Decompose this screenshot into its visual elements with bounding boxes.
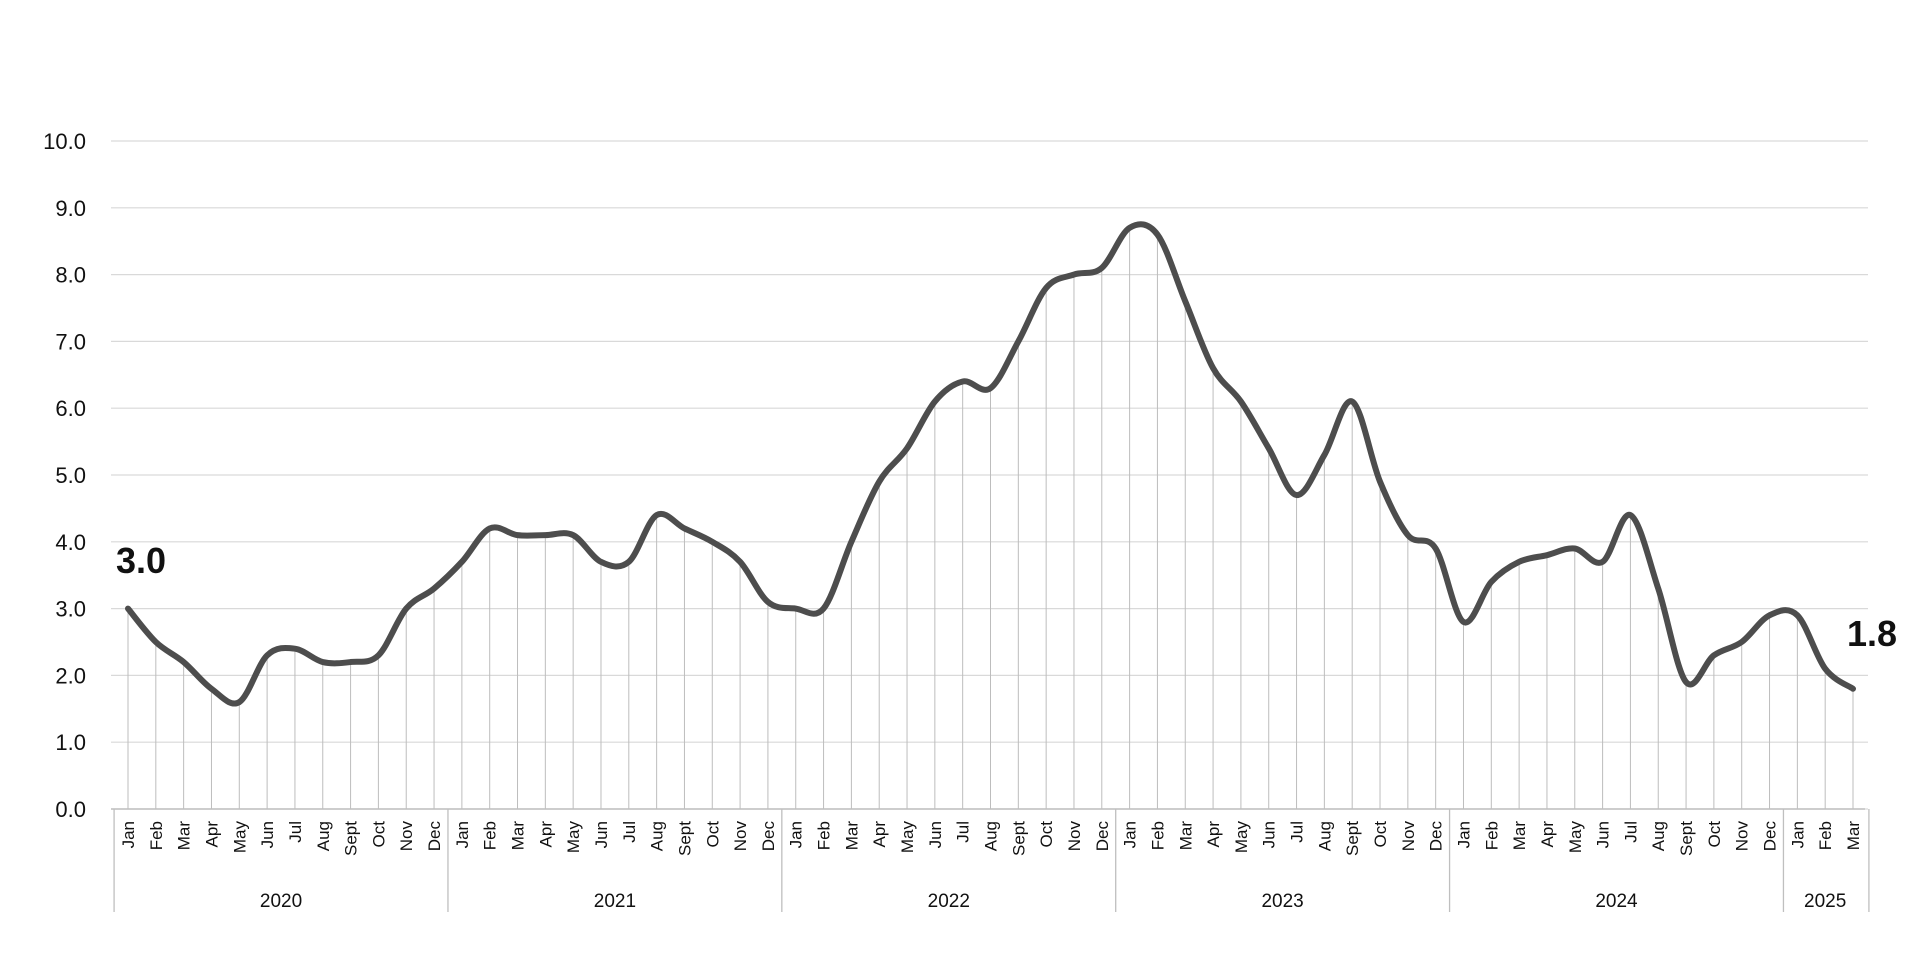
x-tick-label: Jul bbox=[1288, 821, 1307, 843]
x-tick-label: May bbox=[898, 821, 917, 854]
x-tick-label: Sept bbox=[1677, 821, 1696, 856]
x-tick-label: Jan bbox=[787, 821, 806, 848]
x-tick-label: Jul bbox=[954, 821, 973, 843]
x-tick-label: Oct bbox=[369, 821, 388, 848]
y-tick-label: 8.0 bbox=[55, 263, 86, 288]
year-label: 2021 bbox=[594, 891, 636, 912]
x-tick-label: Aug bbox=[1315, 821, 1334, 851]
x-tick-label: Jan bbox=[1121, 821, 1140, 848]
x-tick-label: Jun bbox=[592, 821, 611, 848]
year-label: 2022 bbox=[928, 891, 970, 912]
x-tick-label: Mar bbox=[509, 821, 528, 851]
x-tick-label: Nov bbox=[1733, 821, 1752, 852]
y-axis: 0.0 1.0 2.0 3.0 4.0 5.0 6.0 7.0 8.0 9.0 10.0 bbox=[43, 129, 86, 822]
x-tick-label: Mar bbox=[175, 821, 194, 851]
y-tick-label: 5.0 bbox=[55, 463, 86, 488]
x-tick-label: May bbox=[564, 821, 583, 854]
x-tick-label: Dec bbox=[759, 821, 778, 852]
y-tick-label: 3.0 bbox=[55, 597, 86, 622]
x-tick-label: Dec bbox=[425, 821, 444, 852]
x-tick-label: Aug bbox=[314, 821, 333, 851]
x-tick-label: Mar bbox=[1844, 821, 1863, 851]
end-value-label: 1.8 bbox=[1847, 613, 1897, 654]
x-tick-label: Jul bbox=[1621, 821, 1640, 843]
x-tick-label: Jun bbox=[926, 821, 945, 848]
year-label: 2020 bbox=[260, 891, 302, 912]
x-tick-label: Feb bbox=[1148, 821, 1167, 850]
series-line bbox=[125, 221, 1856, 707]
x-tick-label: Aug bbox=[982, 821, 1001, 851]
x-tick-label: Feb bbox=[481, 821, 500, 850]
y-tick-label: 7.0 bbox=[55, 329, 86, 354]
x-tick-label: Apr bbox=[1204, 821, 1223, 848]
x-tick-label: Dec bbox=[1427, 821, 1446, 852]
year-label: 2023 bbox=[1261, 891, 1303, 912]
x-tick-label: Nov bbox=[1399, 821, 1418, 852]
x-tick-label: Nov bbox=[1065, 821, 1084, 852]
y-tick-label: 4.0 bbox=[55, 530, 86, 555]
x-tick-label: Apr bbox=[202, 821, 221, 848]
x-tick-label: Jan bbox=[1454, 821, 1473, 848]
x-tick-label: Jan bbox=[119, 821, 138, 848]
x-tick-label: May bbox=[1232, 821, 1251, 854]
year-label: 2025 bbox=[1804, 891, 1846, 912]
x-tick-label: Sept bbox=[342, 821, 361, 856]
y-tick-label: 1.0 bbox=[55, 730, 86, 755]
x-tick-label: Dec bbox=[1761, 821, 1780, 852]
x-tick-label: Oct bbox=[703, 821, 722, 848]
annotations: 3.0 1.8 bbox=[116, 540, 1897, 654]
y-tick-label: 9.0 bbox=[55, 196, 86, 221]
x-tick-label: Apr bbox=[536, 821, 555, 848]
x-tick-label: May bbox=[1566, 821, 1585, 854]
drop-lines bbox=[127, 227, 1854, 809]
x-tick-label: Oct bbox=[1037, 821, 1056, 848]
x-tick-label: Oct bbox=[1371, 821, 1390, 848]
x-tick-label: Jul bbox=[620, 821, 639, 843]
y-tick-label: 6.0 bbox=[55, 396, 86, 421]
x-tick-label: Nov bbox=[731, 821, 750, 852]
y-tick-label: 0.0 bbox=[55, 797, 86, 822]
x-tick-label: Aug bbox=[1649, 821, 1668, 851]
x-tick-label: Feb bbox=[815, 821, 834, 850]
x-tick-label: Jun bbox=[1260, 821, 1279, 848]
gridlines bbox=[111, 140, 1868, 810]
x-tick-label: Apr bbox=[870, 821, 889, 848]
x-tick-label: Mar bbox=[842, 821, 861, 851]
x-tick-label: Jan bbox=[1788, 821, 1807, 848]
start-value-label: 3.0 bbox=[116, 540, 166, 581]
y-tick-label: 10.0 bbox=[43, 129, 86, 154]
x-tick-label: Nov bbox=[397, 821, 416, 852]
x-tick-label: May bbox=[230, 821, 249, 854]
year-label: 2024 bbox=[1595, 891, 1638, 912]
x-tick-label: Feb bbox=[147, 821, 166, 850]
x-tick-label: Dec bbox=[1093, 821, 1112, 852]
x-tick-label: Aug bbox=[648, 821, 667, 851]
x-tick-label: Apr bbox=[1538, 821, 1557, 848]
x-tick-label: Mar bbox=[1176, 821, 1195, 851]
x-tick-label: Jan bbox=[453, 821, 472, 848]
x-axis: Jan Feb Mar Apr May Jun Jul Aug Sept Oct Nov Dec 202… bbox=[111, 808, 1870, 912]
x-tick-label: Sept bbox=[1343, 821, 1362, 856]
x-tick-label: Feb bbox=[1816, 821, 1835, 850]
x-tick-label: Oct bbox=[1705, 821, 1724, 848]
x-tick-label: Feb bbox=[1482, 821, 1501, 850]
x-tick-label: Mar bbox=[1510, 821, 1529, 851]
x-tick-label: Sept bbox=[1009, 821, 1028, 856]
x-tick-label: Jun bbox=[1594, 821, 1613, 848]
x-tick-label: Jul bbox=[286, 821, 305, 843]
series-line-layer bbox=[125, 221, 1856, 707]
x-tick-label: Sept bbox=[675, 821, 694, 856]
y-tick-label: 2.0 bbox=[55, 663, 86, 688]
x-tick-label: Jun bbox=[258, 821, 277, 848]
